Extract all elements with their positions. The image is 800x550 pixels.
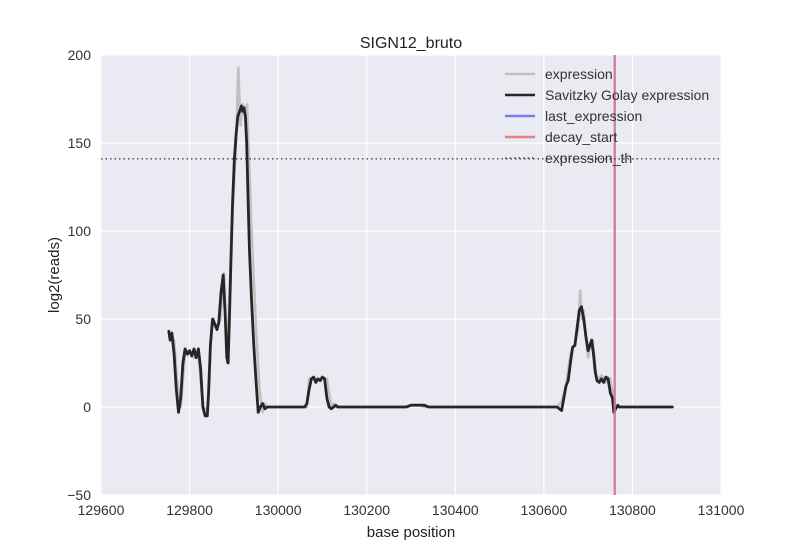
x-tick-label: 131000 [698,502,745,518]
y-tick-label: 0 [83,399,91,415]
savitzky-golay-expression-series [167,104,674,418]
x-tick-label: 130000 [255,502,302,518]
x-tick-label: 130800 [609,502,656,518]
legend-label-decay-start: decay_start [545,129,617,145]
plot-area [101,55,721,495]
legend-label-expression: expression [545,66,613,82]
series-layer [101,55,721,495]
x-tick-label: 130200 [343,502,390,518]
y-tick-label: 100 [68,223,92,239]
y-tick-label: 200 [68,47,92,63]
legend-label-last-expression: last_expression [545,108,642,124]
y-tick-label: 150 [68,135,92,151]
legend-label-expression-th: expression_th [545,150,632,166]
tick-labels: 129600 129800 130000 130200 130400 130600 1308… [67,47,744,518]
legend: expression Savitzky Golay expression last_… [505,66,709,166]
chart-title: SIGN12_bruto [360,35,462,52]
x-tick-label: 130400 [432,502,479,518]
y-tick-label: 50 [75,311,91,327]
x-axis-title: base position [367,524,455,541]
y-axis-title: log2(reads) [46,237,63,313]
x-tick-label: 130600 [520,502,567,518]
y-tick-label: −50 [67,487,91,503]
x-tick-label: 129800 [166,502,213,518]
x-tick-label: 129600 [78,502,125,518]
legend-label-savitzky-golay-expression: Savitzky Golay expression [545,87,709,103]
